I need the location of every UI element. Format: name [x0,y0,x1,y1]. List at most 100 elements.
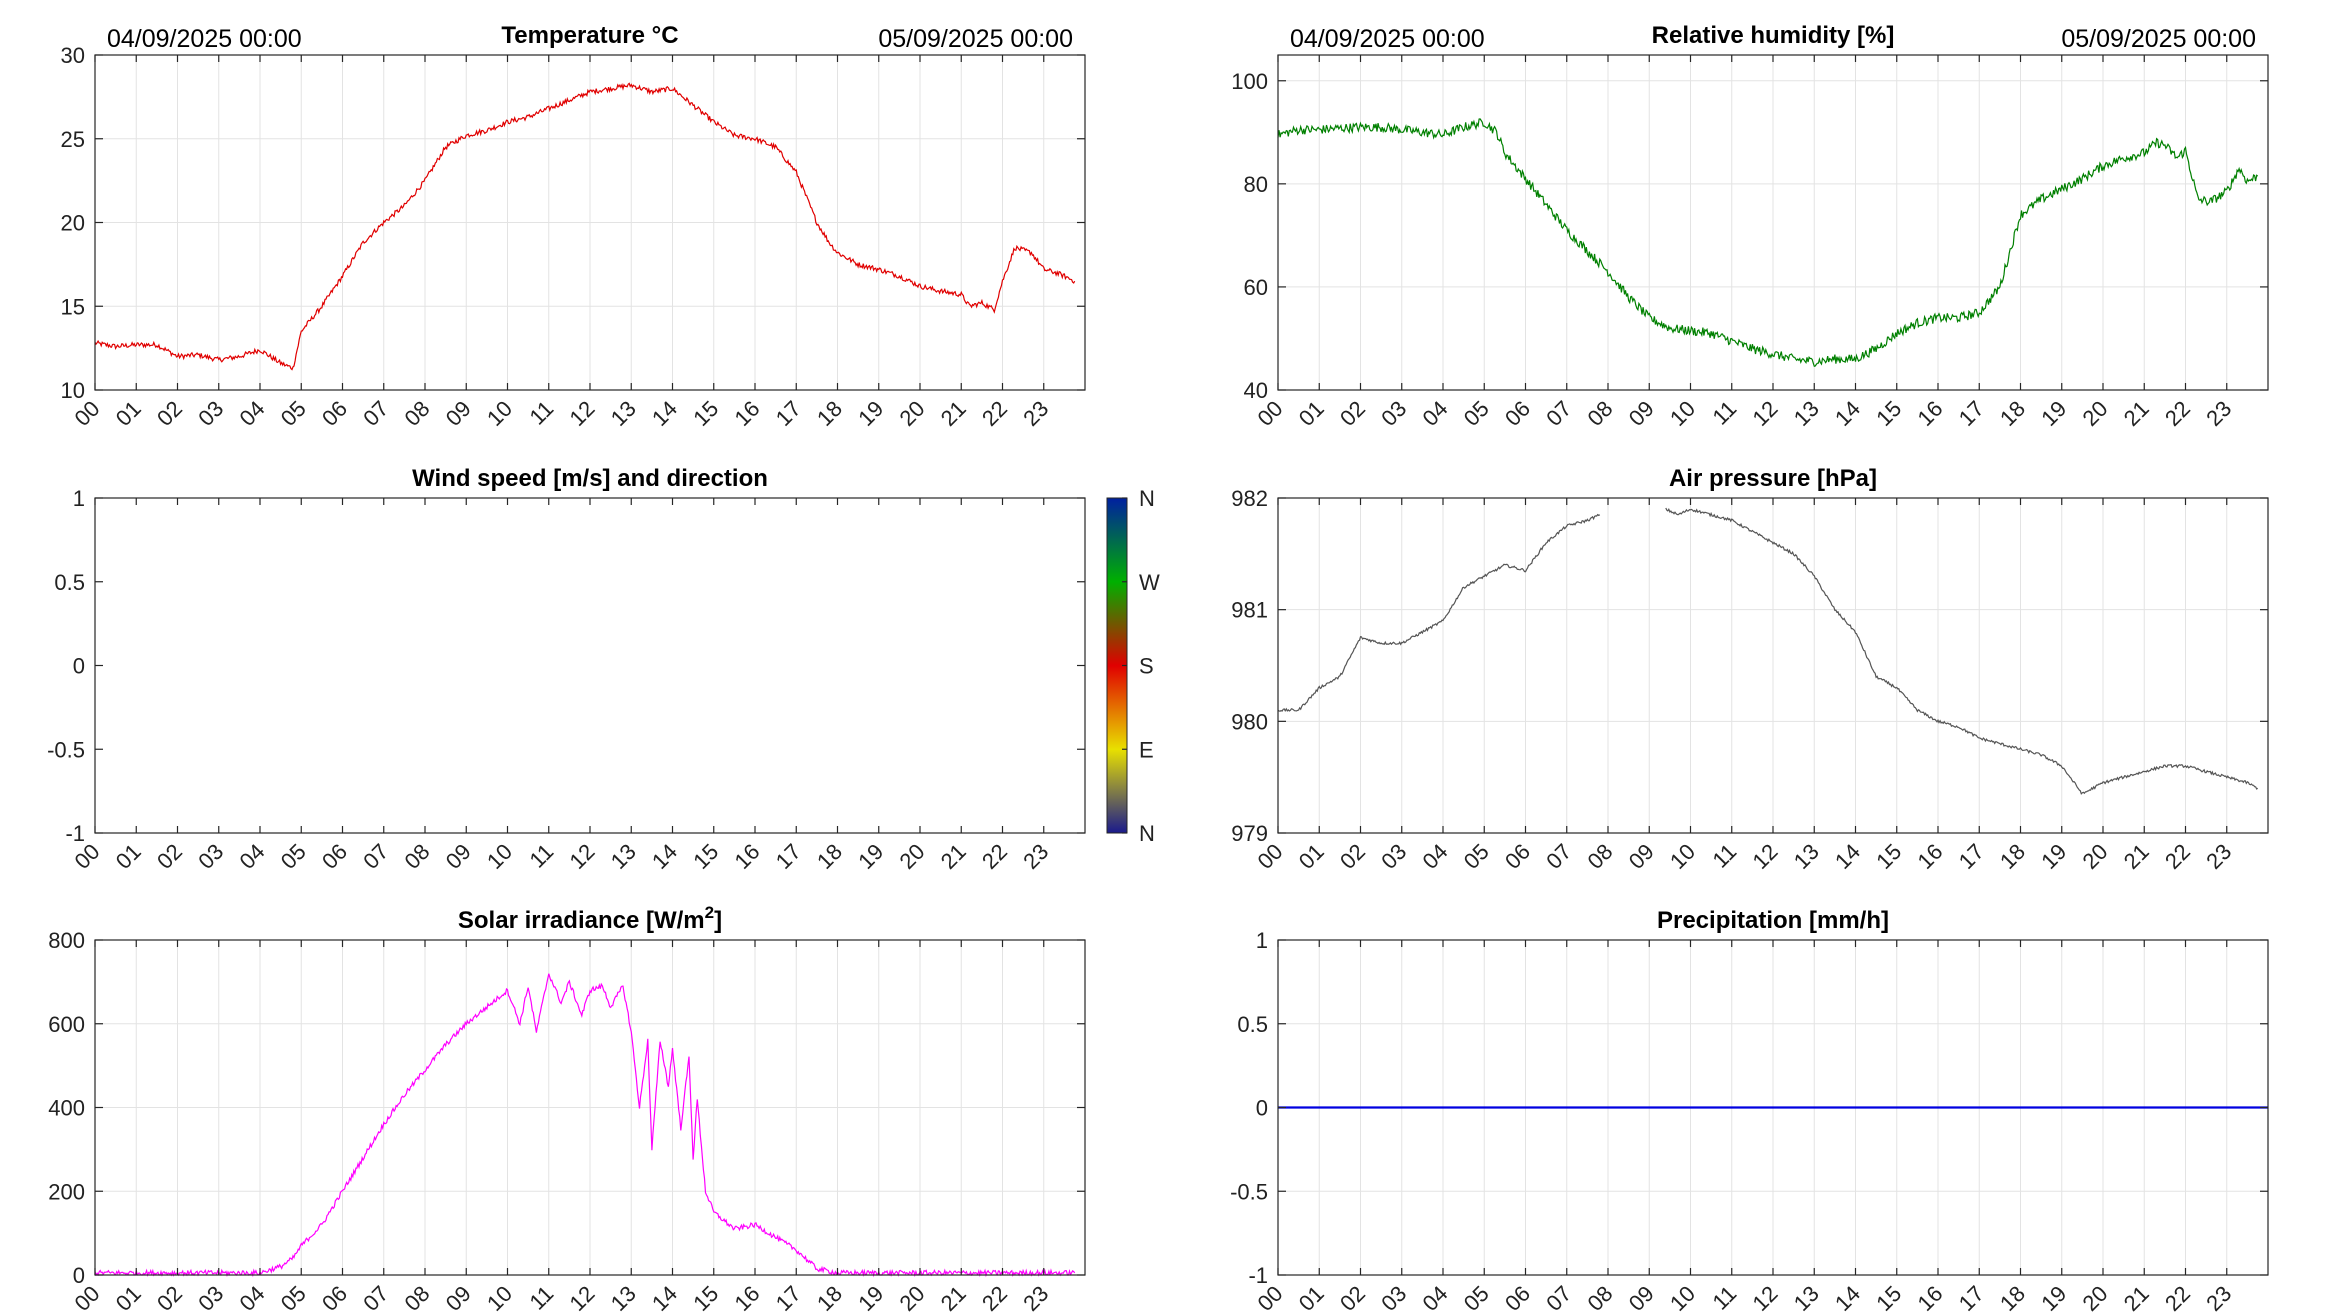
humidity-x-tick-label: 11 [1707,396,1741,430]
humidity-y-tick-label: 60 [1244,275,1268,300]
solar-x-tick-label: 22 [977,1281,1012,1313]
wind-x-tick-label: 08 [400,839,435,874]
wind-y-tick-label: 0.5 [54,570,85,595]
colorbar-label: N [1139,821,1155,846]
temperature-x-tick-label: 15 [688,396,723,431]
precipitation-x-tick-label: 10 [1665,1281,1700,1313]
precipitation-y-tick-label: 1 [1256,928,1268,953]
temperature-x-tick-label: 09 [441,396,476,431]
precipitation-x-tick-label: 20 [2078,1281,2113,1313]
temperature-x-tick-label: 03 [193,396,228,431]
solar-x-tick-label: 07 [358,1281,393,1313]
temperature-y-tick-label: 20 [61,211,85,236]
humidity-x-tick-label: 04 [1418,396,1453,431]
solar-y-tick-label: 0 [73,1263,85,1288]
temperature-x-tick-label: 08 [400,396,435,431]
humidity-date-start: 04/09/2025 00:00 [1290,25,1485,53]
solar-title-text: Solar irradiance [W/m [458,907,705,934]
precipitation-x-tick-label: 07 [1541,1281,1576,1313]
precipitation-x-tick-label: 09 [1624,1281,1659,1313]
wind-x-tick-label: 05 [276,839,311,874]
wind-x-tick-label: 14 [647,839,682,874]
wind-y-tick-label: -1 [65,821,85,846]
precipitation-x-tick-label: 18 [1995,1281,2030,1313]
pressure-x-tick-label: 19 [2036,839,2071,874]
colorbar-label: N [1139,486,1155,511]
wind-title-text: Wind speed [m/s] and direction [412,465,768,492]
solar-chart-title: Solar irradiance [W/m2] [458,903,722,934]
precipitation-x-tick-label: 23 [2201,1281,2236,1313]
temperature-x-tick-label: 05 [276,396,311,431]
precipitation-x-tick-label: 19 [2036,1281,2071,1313]
solar-x-tick-label: 13 [606,1281,641,1313]
wind-plot-area [95,498,1085,833]
wind-x-tick-label: 02 [152,839,187,874]
wind-x-tick-label: 10 [482,839,517,874]
wind-x-tick-label: 11 [524,839,558,873]
temperature-date-end: 05/09/2025 00:00 [878,25,1073,53]
humidity-x-tick-label: 10 [1665,396,1700,431]
wind-x-tick-label: 06 [317,839,352,874]
pressure-y-tick-label: 982 [1231,486,1268,511]
temperature-x-tick-label: 18 [812,396,847,431]
temperature-x-tick-label: 11 [524,396,558,430]
pressure-x-tick-label: 14 [1830,839,1865,874]
humidity-title-text: Relative humidity [%] [1652,22,1895,49]
wind-x-tick-label: 19 [853,839,888,874]
wind-x-tick-label: 12 [565,839,600,874]
temperature-date-start: 04/09/2025 00:00 [107,25,302,53]
precipitation-y-tick-label: -1 [1248,1263,1268,1288]
solar-x-tick-label: 12 [565,1281,600,1313]
solar-x-tick-label: 09 [441,1281,476,1313]
pressure-title-text: Air pressure [hPa] [1669,465,1877,492]
solar-chart: 00 01 02 03 04 05 06 07 08 09 10 11 12 13 14 15 16 17 18 19… [48,903,1086,1313]
temperature-x-tick-label: 21 [936,396,971,431]
precipitation-y-tick-label: 0.5 [1237,1012,1268,1037]
precipitation-y-tick-label: 0 [1256,1096,1268,1121]
wind-x-tick-label: 17 [771,839,806,874]
humidity-x-tick-label: 21 [2119,396,2154,431]
solar-x-tick-label: 18 [812,1281,847,1313]
wind-x-tick-label: 22 [977,839,1012,874]
pressure-x-tick-label: 21 [2119,839,2154,874]
pressure-x-tick-label: 04 [1418,839,1453,874]
wind-chart-title: Wind speed [m/s] and direction [412,465,768,492]
pressure-series-line-1 [1665,507,2259,795]
pressure-x-tick-label: 18 [1995,839,2030,874]
temperature-x-tick-label: 04 [235,396,270,431]
solar-x-tick-label: 17 [771,1281,806,1313]
pressure-x-tick-label: 08 [1583,839,1618,874]
pressure-x-tick-label: 06 [1500,839,1535,874]
humidity-x-tick-label: 07 [1541,396,1576,431]
humidity-x-tick-label: 15 [1871,396,1906,431]
humidity-x-tick-label: 12 [1748,396,1783,431]
temperature-x-tick-label: 02 [152,396,187,431]
wind-x-tick-label: 04 [235,839,270,874]
humidity-chart-title: Relative humidity [%] [1652,22,1895,49]
temperature-x-tick-label: 23 [1018,396,1053,431]
solar-x-tick-label: 23 [1018,1281,1053,1313]
pressure-y-tick-label: 980 [1231,709,1268,734]
pressure-x-tick-label: 07 [1541,839,1576,874]
solar-title-end: ] [714,907,722,934]
precipitation-x-tick-label: 22 [2160,1281,2195,1313]
precipitation-x-tick-label: 16 [1913,1281,1948,1313]
temperature-x-tick-label: 19 [853,396,888,431]
wind-x-tick-label: 23 [1018,839,1053,874]
precipitation-chart: 00 01 02 03 04 05 06 07 08 09 10 11 12 13 14 15 16 17 18 19… [1230,907,2269,1313]
pressure-y-tick-label: 979 [1231,821,1268,846]
precipitation-x-tick-label: 13 [1789,1281,1824,1313]
pressure-x-tick-label: 11 [1707,839,1741,873]
temperature-y-tick-label: 25 [61,127,85,152]
humidity-x-tick-label: 20 [2078,396,2113,431]
temperature-x-tick-label: 07 [358,396,393,431]
wind-x-tick-label: 20 [895,839,930,874]
temperature-x-tick-label: 13 [606,396,641,431]
pressure-series-line-0 [1277,513,1601,713]
temperature-y-tick-label: 10 [61,378,85,403]
pressure-x-tick-label: 22 [2160,839,2195,874]
solar-x-tick-label: 15 [688,1281,723,1313]
precipitation-y-tick-label: -0.5 [1230,1179,1268,1204]
solar-x-tick-label: 02 [152,1281,187,1313]
humidity-series-line-0 [1277,118,2259,368]
